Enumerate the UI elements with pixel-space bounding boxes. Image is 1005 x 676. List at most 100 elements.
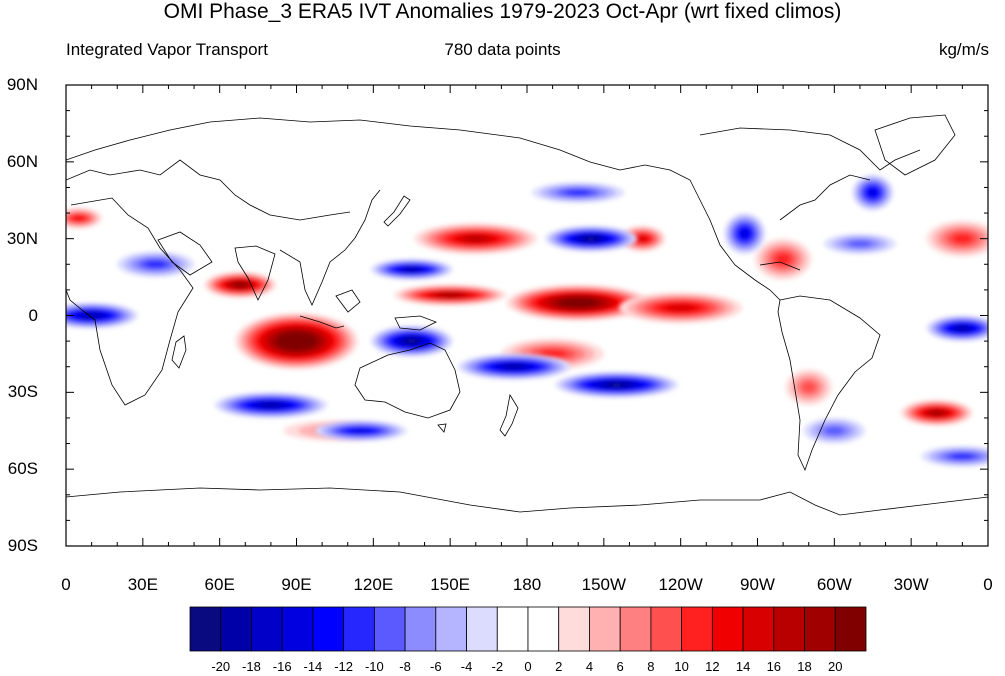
anomaly-11 [785, 369, 832, 406]
plot-title: OMI Phase_3 ERA5 IVT Anomalies 1979-2023… [163, 0, 842, 23]
colorbar-box [343, 606, 375, 652]
anomaly-27 [921, 446, 988, 467]
lat-label: 60S [7, 459, 38, 479]
colorbar-box [404, 606, 437, 652]
anomaly-7 [754, 238, 812, 280]
colorbar-label: -16 [272, 659, 292, 674]
anomaly-22 [724, 213, 766, 255]
variable-label: Integrated Vapor Transport [66, 40, 268, 59]
colorbar-label: 0 [524, 659, 532, 674]
lon-label: 60E [204, 575, 235, 594]
anomaly-10 [900, 400, 973, 426]
colorbar-box [281, 606, 314, 652]
colorbar-label: -8 [399, 659, 411, 674]
lon-label: 30E [127, 575, 158, 594]
anomaly-24 [824, 233, 896, 255]
colorbar-label: -20 [211, 659, 231, 674]
lat-label: 30S [7, 382, 38, 402]
colorbar-label: -2 [491, 659, 504, 674]
anomaly-3 [506, 284, 650, 321]
colorbar-label: 14 [735, 659, 751, 674]
lat-label: 90N [6, 75, 38, 94]
anomaly-26 [314, 420, 407, 441]
lat-label: 0 [28, 305, 38, 325]
anomaly-12 [501, 338, 604, 370]
colorbar-label: 8 [647, 659, 655, 674]
anomaly-21 [532, 182, 625, 203]
lon-label: 0 [983, 575, 993, 594]
anomaly-14 [66, 302, 138, 329]
colorbar-label: -6 [430, 659, 442, 674]
colorbar-box [834, 606, 867, 652]
lon-label: 30W [893, 575, 929, 594]
lon-label: 180 [512, 575, 542, 594]
colorbar-label: 10 [674, 659, 689, 674]
anomaly-4 [619, 292, 743, 324]
colorbar-label: 16 [766, 659, 782, 674]
anomaly-17 [457, 353, 571, 380]
data-points-label: 780 data points [444, 40, 561, 59]
colorbar-box [189, 606, 222, 652]
colorbar-label: 2 [555, 659, 563, 674]
lon-label: 120W [658, 575, 703, 594]
colorbar-box [527, 606, 560, 652]
axis-ticks [65, 84, 989, 547]
coastlines [66, 114, 988, 516]
anomaly-20 [544, 225, 638, 252]
lon-label: 90W [740, 575, 775, 594]
anomaly-0 [235, 312, 358, 370]
colorbar-label: -18 [242, 659, 261, 674]
colorbar-box [558, 606, 590, 652]
anomaly-15 [926, 315, 988, 342]
anomaly-5 [414, 223, 538, 255]
colorbar-box [251, 606, 283, 652]
colorbar-box [711, 606, 744, 652]
colorbar-label: 6 [616, 659, 624, 674]
colorbar-box [312, 606, 345, 652]
colorbar-box [619, 606, 652, 652]
colorbar-box [496, 606, 529, 652]
anomaly-8 [926, 220, 988, 257]
colorbar-box [650, 606, 683, 652]
anomaly-2 [393, 284, 507, 306]
colorbar-box [804, 606, 836, 652]
anomaly-19 [370, 259, 453, 280]
lon-label: 0 [61, 575, 71, 594]
colorbar-label: -4 [460, 659, 473, 674]
anomaly-29 [803, 417, 866, 444]
anomaly-18 [555, 371, 679, 398]
colorbar-box [589, 606, 621, 652]
lon-label: 120E [353, 575, 394, 594]
colorbar-box [773, 606, 805, 652]
units-label: kg/m/s [938, 40, 989, 59]
colorbar-label: 20 [828, 659, 843, 674]
colorbar-label: -10 [364, 659, 384, 674]
lon-label: 150E [430, 575, 470, 594]
lat-label: 30N [6, 228, 38, 248]
lat-label: 90S [7, 536, 38, 555]
colorbar-box [435, 606, 467, 652]
anomaly-9 [66, 207, 102, 229]
anomaly-16 [370, 325, 453, 357]
anomaly-23 [852, 174, 894, 211]
colorbar-label: 4 [585, 659, 594, 674]
colorbar [189, 606, 867, 652]
colorbar-box [681, 606, 713, 652]
colorbar-label: 12 [705, 659, 720, 674]
anomaly-field [66, 174, 988, 467]
lon-label: 150W [581, 575, 627, 594]
lon-label: 60W [816, 575, 852, 594]
map-frame [65, 84, 989, 547]
anomaly-25 [214, 392, 328, 418]
colorbar-box [220, 606, 252, 652]
lon-label: 90E [281, 575, 312, 594]
colorbar-label: -14 [303, 659, 323, 674]
lat-label: 60N [6, 151, 38, 171]
anomaly-1 [204, 271, 277, 298]
colorbar-box [466, 606, 498, 652]
colorbar-box [373, 606, 406, 652]
colorbar-label: -12 [334, 659, 354, 674]
colorbar-box [742, 606, 775, 652]
colorbar-label: 18 [797, 659, 812, 674]
